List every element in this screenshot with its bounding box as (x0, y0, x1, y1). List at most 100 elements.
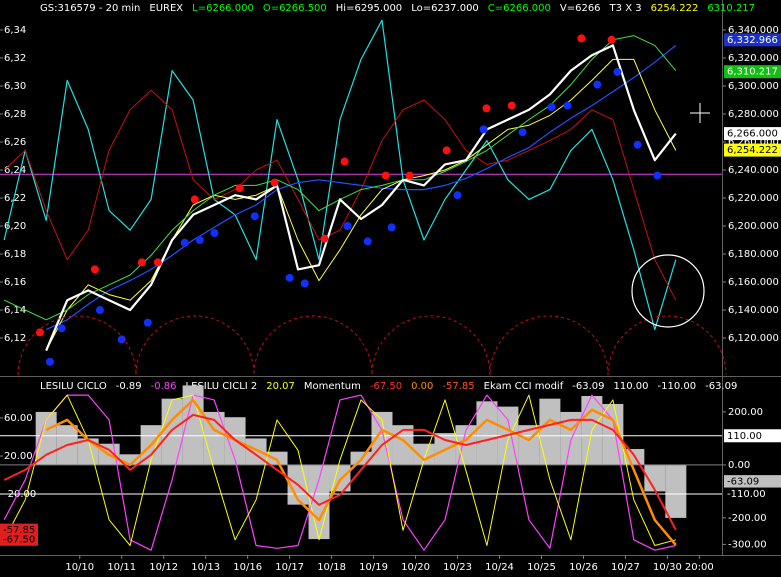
value-badge (0, 532, 38, 546)
y2-tick-label: 6,240.000 (728, 165, 779, 176)
marker (300, 279, 309, 288)
y-tick-label: 6,28 (4, 109, 26, 120)
x-tick-label: 10/20 (401, 562, 430, 573)
y2-tick-label: -300.00 (728, 539, 767, 550)
marker (577, 34, 586, 43)
y-tick-label: 6,16 (4, 277, 26, 288)
y-tick-label: 6,14 (4, 305, 26, 316)
legend-item: L=6266.000 (192, 3, 254, 14)
y2-tick-label: 0.00 (728, 460, 750, 471)
marker (363, 237, 372, 246)
series-line (45, 44, 677, 352)
legend-item: Hi=6295.000 (336, 3, 402, 14)
legend-item: Lo=6237.000 (411, 3, 479, 14)
value-badge-label: 6,254.222 (727, 145, 778, 156)
marker (442, 146, 451, 155)
x-tick-label: 10/19 (359, 562, 388, 573)
y2-tick-label: 6,220.000 (728, 193, 779, 204)
y-tick-label: 6,24 (4, 165, 26, 176)
x-tick-label: 10/10 (65, 562, 94, 573)
value-badge-label: -57.85 (3, 525, 35, 536)
marker (453, 191, 462, 200)
y2-tick-label: 6,180.000 (728, 249, 779, 260)
value-badge-label: -63.09 (727, 477, 759, 488)
legend-item: T3 X 3 (609, 3, 642, 14)
marker (180, 238, 189, 247)
bar (539, 398, 561, 465)
legend-item: 110.00 (613, 381, 648, 392)
x-tick-label: 10/11 (107, 562, 136, 573)
value-badge (724, 475, 781, 489)
value-badge-label: 6,266.000 (727, 129, 778, 140)
x-tick-label: 10/16 (233, 562, 262, 573)
marker (190, 195, 199, 204)
y2-tick-label: 6,140.000 (728, 305, 779, 316)
x-tick-label: 10/25 (527, 562, 556, 573)
highlight-circle (631, 254, 705, 328)
marker (270, 178, 279, 187)
legend-item: Momentum (304, 381, 361, 392)
value-badge-label: -67.50 (3, 534, 35, 545)
panel: GS:316579 - 20 min EUREX L=6266.000 O=6266.… (0, 3, 781, 366)
panel: LESILU CICLO -0.89 -0.86 LESILU CICLI 2 20.0… (0, 381, 781, 573)
x-tick-label: 10/23 (443, 562, 472, 573)
y2-tick-label: 6,300.000 (728, 81, 779, 92)
x-tick-label: 10/30 (653, 562, 682, 573)
bar (665, 464, 687, 518)
y-tick-label: 6,18 (4, 249, 26, 260)
y2-tick-label: 6,160.000 (728, 277, 779, 288)
marker (117, 335, 126, 344)
legend-item: LESILU CICLO (40, 381, 107, 392)
marker (143, 318, 152, 327)
y-tick-label: 6,22 (4, 193, 26, 204)
bar (476, 401, 498, 465)
marker (507, 101, 516, 110)
x-tick-label: 10/13 (191, 562, 220, 573)
marker (90, 265, 99, 274)
legend-item: C=6266.000 (488, 3, 551, 14)
y-tick-label: 60.00 (4, 413, 33, 424)
legend-item: V=6266 (560, 3, 601, 14)
bar (644, 464, 666, 492)
cycle-arcs (17, 103, 727, 376)
y2-tick-label: 6,280.000 (728, 109, 779, 120)
value-badge (724, 487, 781, 501)
marker (343, 222, 352, 231)
bar (329, 464, 351, 492)
y-tick-label: 6,20 (4, 221, 26, 232)
marker (35, 328, 44, 337)
bar (266, 451, 288, 465)
legend-item: EUREX (149, 3, 183, 14)
marker (405, 171, 414, 180)
series-line (3, 394, 676, 551)
y-tick-label: 6,26 (4, 137, 26, 148)
x-tick-label: 10/24 (485, 562, 514, 573)
marker (479, 125, 488, 134)
legend-item: 6254.222 (651, 3, 699, 14)
series-line (45, 398, 677, 546)
series-line (45, 44, 677, 331)
legend-item: 6310.217 (707, 3, 755, 14)
series-line (3, 413, 677, 531)
y-tick-label: 6,34 (4, 25, 26, 36)
marker (153, 258, 162, 267)
x-tick-label: 10/17 (275, 562, 304, 573)
y2-tick-label: 6,320.000 (728, 53, 779, 64)
legend-item: -57.85 (442, 381, 474, 392)
y2-tick-label: 6,260.000 (728, 137, 779, 148)
legend-item: O=6266.500 (263, 3, 327, 14)
marker (482, 104, 491, 113)
legend-item: Ekam CCI modif (484, 381, 564, 392)
legend-item: -63.09 (572, 381, 604, 392)
marker (57, 324, 66, 333)
marker (547, 102, 556, 111)
marker (45, 357, 54, 366)
series-line (3, 89, 677, 301)
legend-item: LESILU CICLI 2 (186, 381, 258, 392)
legend-item: -0.86 (151, 381, 177, 392)
marker (235, 184, 244, 193)
marker (387, 223, 396, 232)
marker (320, 234, 329, 243)
value-badge (724, 143, 781, 157)
x-tick-label: 10/27 (611, 562, 640, 573)
